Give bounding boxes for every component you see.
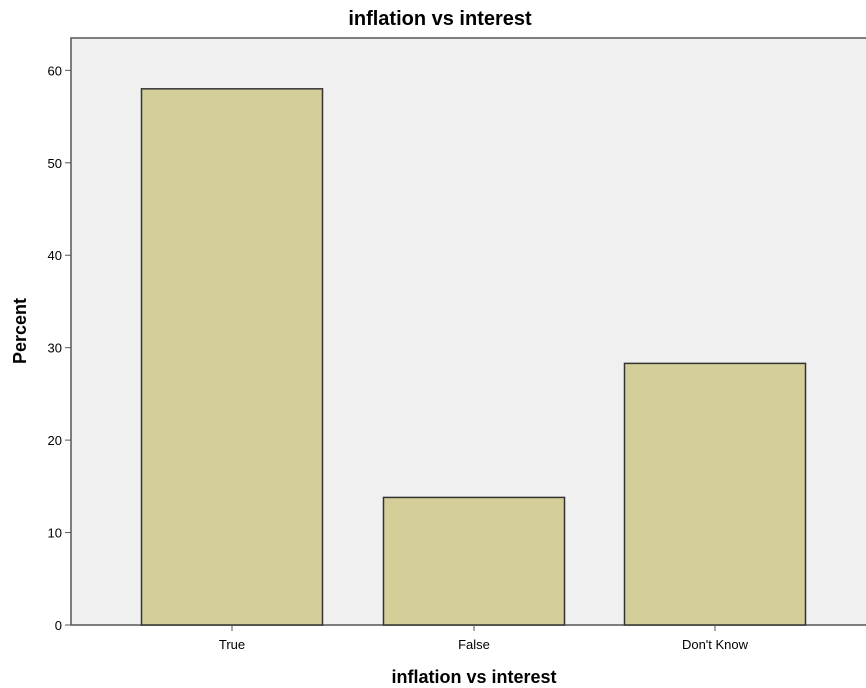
x-tick-label: True	[219, 637, 245, 652]
bar-true	[140, 88, 324, 626]
bar-false	[382, 496, 566, 626]
y-tick-label: 60	[48, 63, 62, 78]
y-tick-label: 0	[55, 618, 62, 633]
y-tick-label: 10	[48, 526, 62, 541]
bar-don-t-know	[623, 362, 807, 626]
y-tick-label: 50	[48, 156, 62, 171]
y-axis: 0 10 20 30 40 50 60	[48, 63, 71, 633]
x-axis-label: inflation vs interest	[391, 667, 556, 687]
bars-group	[140, 88, 807, 626]
x-axis: True False Don't Know	[219, 625, 749, 652]
y-tick-label: 20	[48, 433, 62, 448]
chart-title: inflation vs interest	[348, 8, 532, 30]
y-tick-label: 40	[48, 248, 62, 263]
y-axis-label: Percent	[10, 298, 30, 364]
x-tick-label: Don't Know	[682, 637, 749, 652]
x-tick-label: False	[458, 637, 490, 652]
y-tick-label: 30	[48, 341, 62, 356]
